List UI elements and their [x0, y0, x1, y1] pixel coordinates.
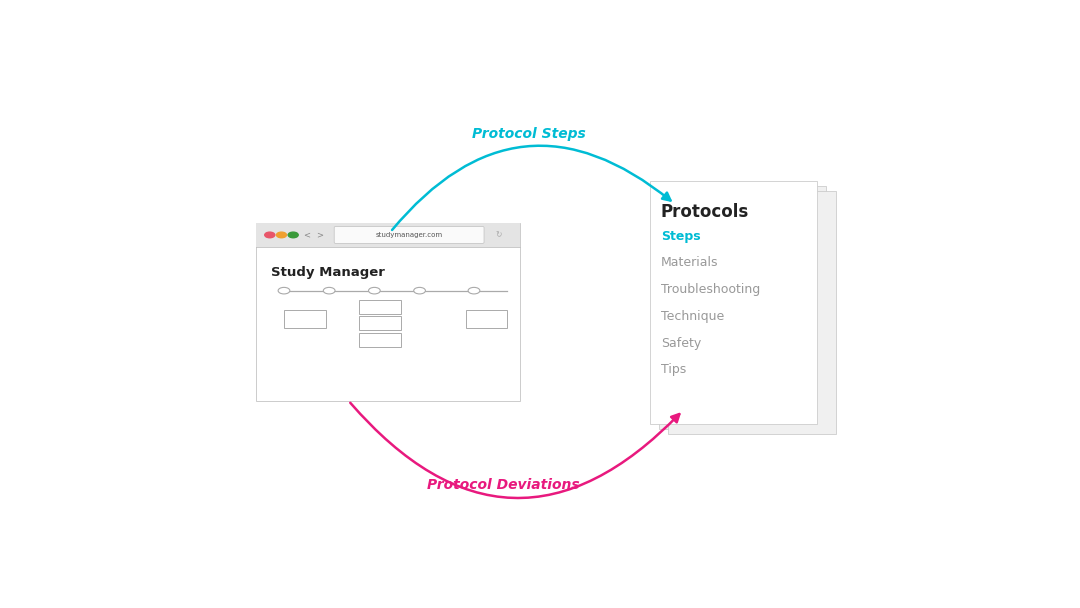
FancyBboxPatch shape [284, 310, 326, 328]
FancyBboxPatch shape [650, 181, 818, 424]
FancyBboxPatch shape [360, 316, 401, 331]
FancyBboxPatch shape [334, 227, 484, 243]
FancyBboxPatch shape [669, 191, 836, 434]
Text: Protocols: Protocols [661, 203, 748, 221]
Text: Troubleshooting: Troubleshooting [661, 283, 760, 296]
FancyArrowPatch shape [392, 146, 671, 230]
Text: ↻: ↻ [496, 230, 502, 240]
Text: Study Manager: Study Manager [271, 266, 386, 279]
FancyBboxPatch shape [256, 223, 521, 401]
FancyBboxPatch shape [256, 223, 521, 247]
FancyBboxPatch shape [360, 300, 401, 314]
Text: studymanager.com: studymanager.com [376, 232, 443, 238]
Text: Protocol Deviations: Protocol Deviations [427, 478, 580, 492]
Circle shape [276, 232, 286, 238]
Text: Safety: Safety [661, 337, 701, 350]
Circle shape [368, 288, 380, 294]
Text: <: < [303, 230, 310, 240]
FancyBboxPatch shape [465, 310, 508, 328]
Circle shape [414, 288, 426, 294]
Circle shape [279, 288, 289, 294]
Circle shape [323, 288, 335, 294]
Text: Protocol Steps: Protocol Steps [472, 127, 585, 141]
Circle shape [468, 288, 480, 294]
Text: >: > [315, 230, 323, 240]
Text: Materials: Materials [661, 257, 718, 269]
Text: Steps: Steps [661, 230, 700, 243]
FancyArrowPatch shape [350, 402, 679, 498]
Circle shape [288, 232, 298, 238]
FancyBboxPatch shape [360, 333, 401, 347]
Text: Technique: Technique [661, 310, 724, 323]
FancyBboxPatch shape [659, 186, 826, 429]
Text: Tips: Tips [661, 363, 686, 376]
Circle shape [265, 232, 274, 238]
